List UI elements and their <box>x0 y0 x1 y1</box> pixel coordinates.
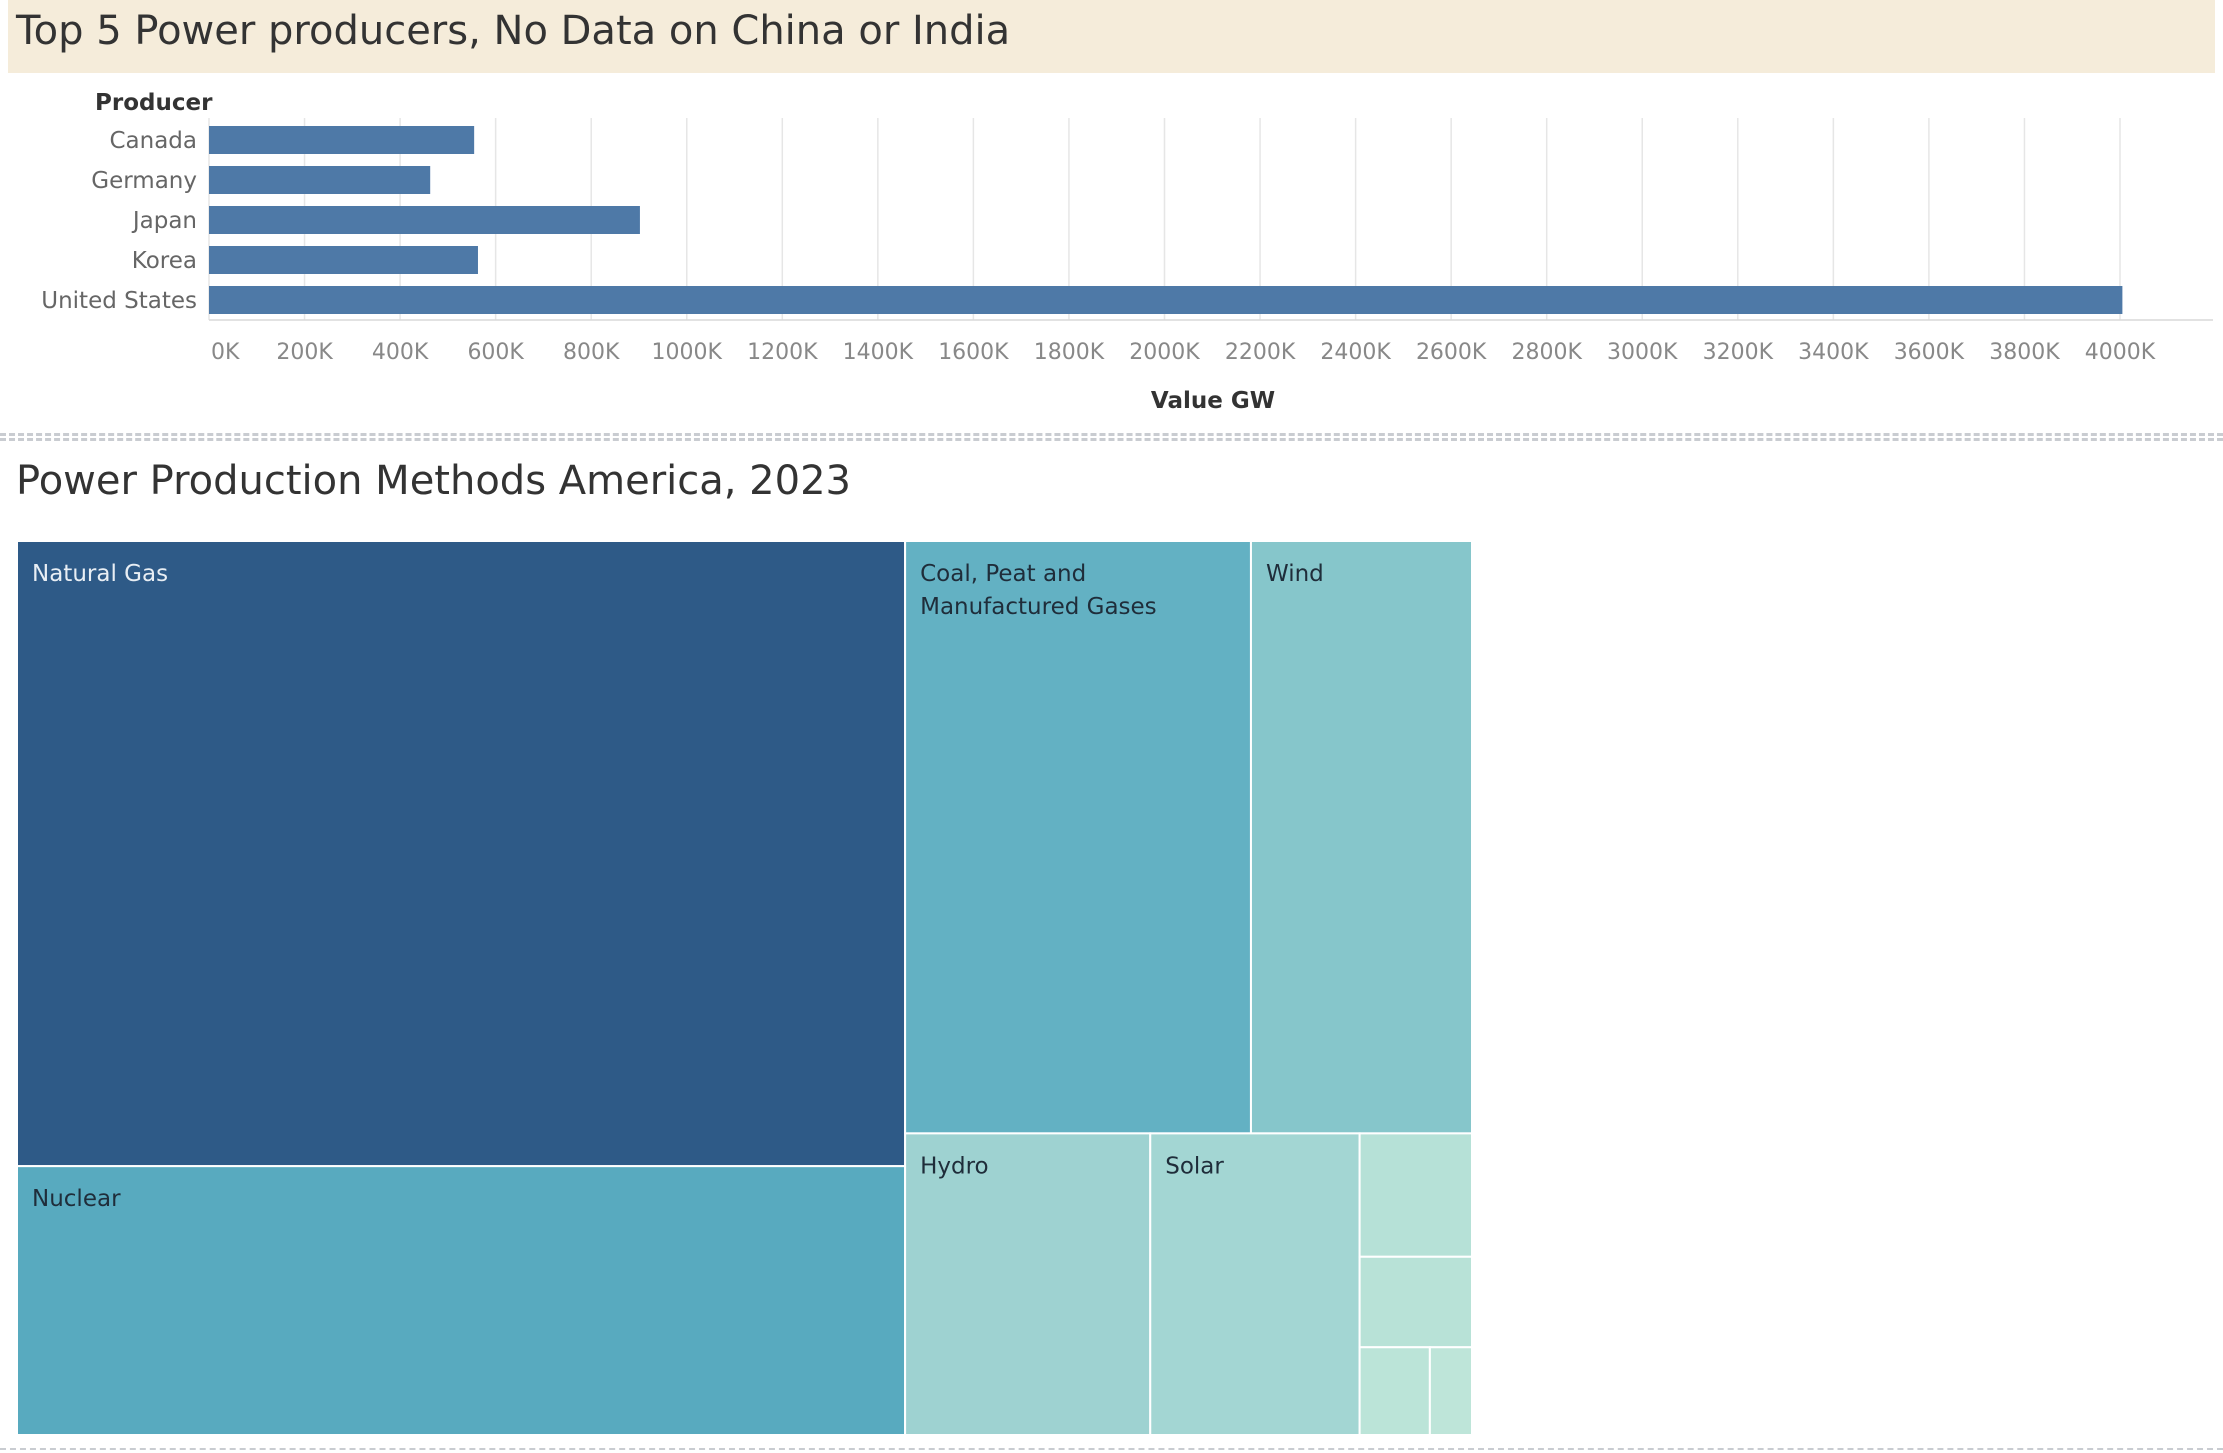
treemap-label: Solar <box>1165 1153 1224 1179</box>
x-tick-label: 2200K <box>1225 340 1296 365</box>
bar[interactable] <box>209 246 478 274</box>
x-tick-label: 3200K <box>1703 340 1774 365</box>
x-tick-label: 2800K <box>1511 340 1582 365</box>
treemap-cell[interactable] <box>16 1165 907 1436</box>
bar-chart-title-band <box>8 0 2215 73</box>
bar[interactable] <box>209 286 2123 314</box>
bar[interactable] <box>209 206 640 234</box>
category-label: United States <box>41 288 197 314</box>
x-axis-label: Value GW <box>1151 388 1275 414</box>
category-label: Korea <box>132 248 197 274</box>
x-tick-label: 1200K <box>747 340 818 365</box>
treemap-label: Coal, Peat and Manufactured Gases <box>920 561 1157 620</box>
treemap-cell[interactable] <box>1249 540 1473 1135</box>
treemap-title: Power Production Methods America, 2023 <box>16 458 851 504</box>
bar-chart-title: Top 5 Power producers, No Data on China … <box>16 8 1011 54</box>
treemap-cell[interactable] <box>904 1132 1152 1437</box>
treemap-cell[interactable] <box>1358 1132 1474 1258</box>
treemap-label: Wind <box>1266 561 1324 587</box>
treemap-cell[interactable] <box>1358 1255 1474 1349</box>
bar[interactable] <box>209 126 475 154</box>
x-tick-label: 4000K <box>2085 340 2156 365</box>
x-tick-label: 1400K <box>843 340 914 365</box>
x-tick-label: 1600K <box>938 340 1009 365</box>
x-tick-label: 400K <box>372 340 429 365</box>
x-tick-label: 0K <box>211 340 240 365</box>
x-tick-label: 800K <box>563 340 620 365</box>
x-tick-label: 2600K <box>1416 340 1487 365</box>
x-tick-label: 600K <box>467 340 524 365</box>
treemap-cell[interactable] <box>16 540 907 1168</box>
x-tick-label: 3000K <box>1607 340 1678 365</box>
x-tick-label: 3600K <box>1894 340 1965 365</box>
x-tick-label: 3800K <box>1989 340 2060 365</box>
treemap-label: Hydro <box>920 1153 989 1179</box>
category-label: Germany <box>91 168 197 194</box>
treemap-cell[interactable] <box>904 540 1252 1135</box>
bottom-divider <box>0 1448 2223 1450</box>
x-tick-label: 2400K <box>1320 340 1391 365</box>
treemap-cell[interactable] <box>1428 1346 1473 1437</box>
x-tick-label: 1800K <box>1034 340 1105 365</box>
treemap-label: Nuclear <box>32 1186 121 1212</box>
category-label: Canada <box>109 128 197 154</box>
bar[interactable] <box>209 166 431 194</box>
x-tick-label: 200K <box>276 340 333 365</box>
x-tick-label: 1000K <box>652 340 723 365</box>
treemap-cell[interactable] <box>1149 1132 1361 1437</box>
treemap-label: Natural Gas <box>32 561 168 587</box>
x-tick-label: 3400K <box>1798 340 1869 365</box>
dashboard-divider <box>0 433 2223 441</box>
treemap-cell[interactable] <box>1358 1346 1431 1437</box>
x-tick-label: 2000K <box>1129 340 1200 365</box>
row-header: Producer <box>95 90 213 116</box>
category-label: Japan <box>131 208 197 234</box>
bar-chart: Producer Canada Germany Japan Korea United St… <box>41 90 2213 414</box>
